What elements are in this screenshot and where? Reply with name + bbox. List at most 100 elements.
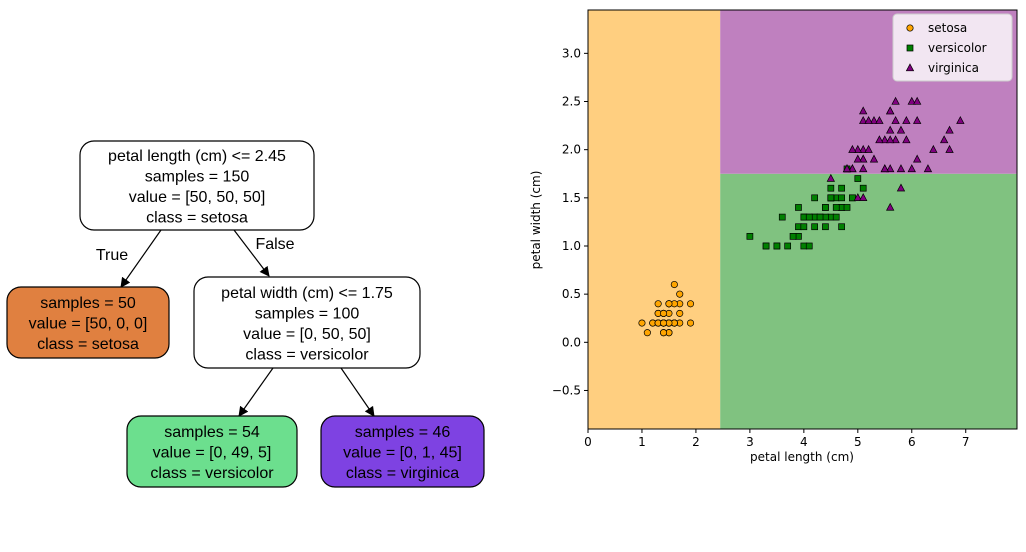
tree-node-line: value = [50, 0, 0]: [29, 316, 148, 333]
decision-boundary-plot: 0 1 2 3 4 5 6 7 −0.5 0.0 0.5 1.0 1.5 2.0 2.5 3.0 petal…: [529, 9, 1018, 464]
y-tick-label: −0.5: [552, 383, 581, 397]
tree-node-line: samples = 50: [40, 295, 136, 312]
x-tick-label: 7: [962, 435, 970, 449]
point-setosa: [676, 290, 684, 298]
point-versicolor: [800, 223, 808, 231]
point-virginica: [891, 135, 900, 144]
point-versicolor: [854, 175, 862, 182]
point-versicolor: [811, 194, 818, 202]
point-virginica: [886, 106, 895, 115]
point-virginica: [896, 164, 906, 173]
tree-node-box: [79, 140, 315, 231]
x-tick-label: 3: [746, 435, 754, 449]
point-virginica: [864, 116, 873, 124]
point-virginica: [869, 154, 879, 163]
point-virginica: [842, 164, 852, 173]
edge-root-left: [120, 229, 162, 288]
y-tick-label: 1.5: [562, 191, 581, 205]
edge-right-rl: [238, 367, 274, 417]
legend-label-versicolor: versicolor: [928, 41, 987, 55]
point-versicolor: [773, 242, 781, 250]
point-versicolor: [822, 204, 829, 211]
y-tick-label: 2.5: [562, 95, 581, 109]
tree-node-left: samples = 50 value = [50, 0, 0] class = se…: [6, 286, 170, 359]
y-tick-label: 3.0: [562, 46, 581, 60]
point-virginica: [939, 135, 949, 144]
point-virginica: [848, 144, 857, 153]
tree-node-line: value = [0, 50, 50]: [243, 326, 371, 343]
x-tick-label: 4: [800, 435, 808, 449]
point-virginica: [907, 164, 916, 173]
point-virginica: [853, 144, 862, 153]
tree-node-line: samples = 100: [255, 305, 360, 322]
x-tick-label: 5: [854, 435, 862, 449]
point-virginica: [875, 116, 884, 124]
legend-label-setosa: setosa: [928, 21, 967, 35]
point-virginica: [896, 183, 906, 192]
decision-tree: True False petal length (cm) <= 2.45 samp…: [6, 140, 485, 488]
tree-node-line: value = [0, 1, 45]: [343, 445, 462, 462]
legend-marker-setosa: [906, 24, 914, 32]
tree-node-box: [6, 286, 170, 359]
point-virginica: [902, 116, 911, 124]
point-versicolor: [822, 223, 829, 231]
point-virginica: [912, 116, 922, 124]
y-tick-label: 0.5: [562, 287, 581, 301]
tree-node-line: class = versicolor: [150, 465, 274, 482]
tree-edges: True False: [96, 229, 375, 417]
point-virginica: [907, 96, 916, 105]
point-versicolor: [778, 213, 786, 221]
point-virginica: [869, 116, 879, 124]
y-tick-label: 0.0: [562, 335, 581, 349]
point-versicolor: [838, 184, 845, 192]
point-virginica: [891, 116, 900, 124]
point-virginica: [891, 96, 900, 105]
point-virginica: [859, 116, 868, 124]
point-versicolor: [859, 184, 867, 192]
point-virginica: [848, 164, 857, 173]
point-setosa: [654, 300, 662, 308]
point-setosa: [676, 309, 684, 317]
point-versicolor: [762, 242, 770, 250]
point-virginica: [859, 144, 868, 153]
y-tick-label: 1.0: [562, 239, 581, 253]
point-virginica: [912, 154, 922, 163]
tree-node-line: value = [50, 50, 50]: [129, 189, 266, 206]
y-tick-label: 2.0: [562, 143, 581, 157]
point-versicolor: [805, 242, 813, 250]
point-setosa: [686, 300, 695, 308]
tree-node-line: class = virginica: [346, 465, 459, 482]
tree-node-line: value = [0, 49, 5]: [153, 445, 272, 462]
x-tick-label: 2: [692, 435, 700, 449]
point-setosa: [659, 329, 668, 337]
tree-node-box: [193, 276, 421, 369]
point-virginica: [826, 173, 836, 182]
region-versicolor: [720, 173, 1017, 429]
tree-node-line: class = setosa: [37, 336, 139, 353]
tree-node-right: petal width (cm) <= 1.75 samples = 100 val…: [193, 276, 421, 369]
point-virginica: [902, 135, 911, 144]
edge-label-false: False: [255, 236, 294, 253]
region-setosa: [588, 10, 721, 429]
x-tick-label: 6: [908, 435, 916, 449]
tree-node-rr: samples = 46 value = [0, 1, 45] class = vi…: [320, 415, 485, 488]
point-virginica: [896, 125, 906, 134]
point-versicolor: [795, 204, 802, 211]
point-virginica: [923, 164, 933, 173]
tree-nodes: petal length (cm) <= 2.45 samples = 150 va…: [6, 140, 485, 488]
point-virginica: [864, 144, 873, 153]
point-virginica: [929, 144, 938, 153]
edge-right-rr: [340, 367, 375, 417]
edge-root-right: [233, 229, 270, 277]
point-virginica: [880, 164, 889, 173]
point-versicolor: [789, 233, 797, 240]
point-versicolor: [784, 242, 792, 250]
point-setosa: [670, 280, 678, 289]
point-virginica: [956, 116, 965, 124]
point-setosa: [665, 300, 673, 308]
legend-box: [892, 13, 1013, 82]
point-versicolor: [838, 223, 845, 231]
tree-node-box: [320, 415, 485, 488]
tree-node-line: samples = 54: [164, 424, 260, 441]
point-versicolor: [746, 233, 754, 240]
